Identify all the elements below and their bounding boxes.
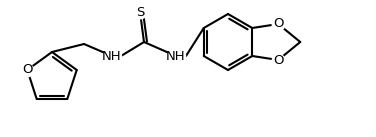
Text: O: O — [273, 18, 284, 31]
Text: NH: NH — [102, 49, 122, 62]
Text: O: O — [22, 63, 32, 76]
Text: O: O — [273, 54, 284, 66]
Text: S: S — [136, 5, 144, 18]
Text: NH: NH — [166, 49, 186, 62]
